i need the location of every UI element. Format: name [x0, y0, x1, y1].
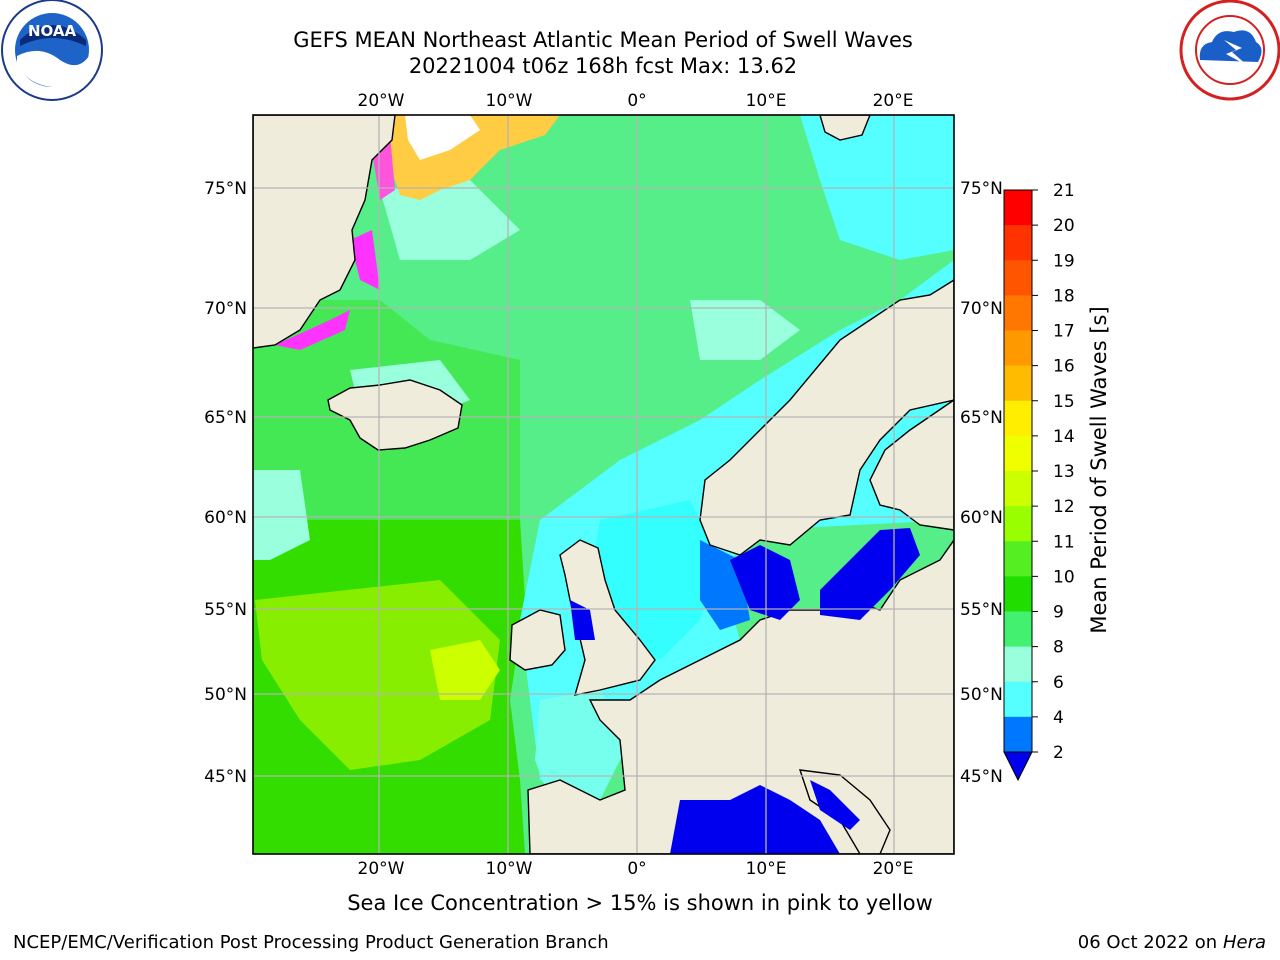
colorbar-under-triangle	[1003, 751, 1033, 782]
colorbar-segment	[1004, 365, 1032, 402]
colorbar-tick-label: 19	[1053, 251, 1075, 271]
lat-ticks-left: 75°N 70°N 65°N 60°N 55°N 50°N 45°N	[204, 179, 247, 787]
colorbar-tick-label: 10	[1053, 567, 1075, 587]
colorbar-tick-label: 15	[1053, 392, 1075, 412]
colorbar-tick-label: 9	[1053, 603, 1064, 623]
footer-credit: NCEP/EMC/Verification Post Processing Pr…	[13, 932, 609, 953]
colorbar-tick-label: 2	[1053, 743, 1064, 763]
lat-tick-right: 50°N	[960, 685, 1003, 705]
colorbar-segment	[1004, 646, 1032, 683]
colorbar-label: Mean Period of Swell Waves [s]	[1087, 306, 1111, 633]
colorbar-segment	[1004, 330, 1032, 367]
colorbar-tick-label: 14	[1053, 427, 1075, 447]
colorbar-tick-label: 16	[1053, 357, 1075, 377]
lat-tick-left: 55°N	[204, 600, 247, 620]
lat-tick-right: 75°N	[960, 179, 1003, 199]
lat-tick-right: 65°N	[960, 408, 1003, 428]
colorbar-segment	[1004, 225, 1032, 261]
colorbar-segment	[1004, 506, 1032, 542]
lon-tick-bottom: 20°W	[358, 859, 405, 879]
lon-ticks-bottom: 20°W 10°W 0° 10°E 20°E	[358, 859, 914, 879]
low-period-seas	[570, 528, 920, 854]
colorbar-segment	[1004, 400, 1032, 437]
lon-tick-top: 20°E	[873, 91, 914, 111]
lat-tick-left: 65°N	[204, 408, 247, 428]
colorbar-tick-label: 6	[1053, 673, 1064, 693]
map-gridlines	[253, 115, 954, 854]
colorbar-segment	[1004, 190, 1032, 226]
colorbar-tick-label: 12	[1053, 497, 1075, 517]
colorbar-tick-label: 21	[1053, 181, 1075, 201]
chart-subtitle: 20221004 t06z 168h fcst Max: 13.62	[408, 54, 798, 78]
lon-tick-top: 10°W	[486, 91, 533, 111]
colorbar-tick-label: 8	[1053, 638, 1064, 658]
colorbar-segment	[1004, 260, 1032, 296]
lat-tick-right: 70°N	[960, 299, 1003, 319]
colorbar-segment	[1004, 435, 1032, 472]
lon-tick-top: 10°E	[746, 91, 787, 111]
sea-ice-caption: Sea Ice Concentration > 15% is shown in …	[347, 891, 933, 915]
lat-tick-right: 45°N	[960, 767, 1003, 787]
colorbar-tick-label: 11	[1053, 532, 1075, 552]
chart-title: GEFS MEAN Northeast Atlantic Mean Period…	[293, 28, 913, 52]
colorbar-segment	[1004, 295, 1032, 331]
lon-tick-top: 0°	[627, 91, 646, 111]
lat-tick-left: 60°N	[204, 508, 247, 528]
lon-tick-bottom: 10°E	[746, 859, 787, 879]
colorbar-tick-label: 18	[1053, 286, 1075, 306]
footer-date: 06 Oct 2022 on Hera	[1078, 932, 1266, 953]
colorbar-segment	[1004, 611, 1032, 648]
lat-ticks-right: 75°N 70°N 65°N 60°N 55°N 50°N 45°N	[960, 179, 1003, 787]
colorbar: 21 20 19 18 17 16 15 14 13 12 11 10 9 8 6 4 2	[1003, 181, 1075, 782]
lon-ticks-top: 20°W 10°W 0° 10°E 20°E	[358, 91, 914, 111]
nws-logo	[1179, 0, 1280, 101]
colorbar-tick-label: 4	[1053, 708, 1064, 728]
noaa-logo: NOAA	[1, 0, 103, 101]
footer-date-text: 06 Oct 2022 on	[1077, 932, 1218, 953]
colorbar-segment	[1004, 541, 1032, 577]
lon-tick-bottom: 0°	[627, 859, 646, 879]
lat-tick-left: 75°N	[204, 179, 247, 199]
colorbar-segment	[1004, 576, 1032, 612]
lon-tick-bottom: 20°E	[873, 859, 914, 879]
noaa-logo-text: NOAA	[28, 22, 77, 40]
colorbar-tick-label: 17	[1053, 322, 1075, 342]
map-frame	[252, 114, 955, 855]
lon-tick-top: 20°W	[358, 91, 405, 111]
colorbar-segment	[1004, 716, 1032, 752]
footer-host: Hera	[1222, 932, 1266, 953]
colorbar-segment	[1004, 681, 1032, 718]
lat-tick-right: 60°N	[960, 508, 1003, 528]
lat-tick-left: 45°N	[204, 767, 247, 787]
lat-tick-left: 50°N	[204, 685, 247, 705]
colorbar-tick-label: 20	[1053, 216, 1075, 236]
lon-tick-bottom: 10°W	[486, 859, 533, 879]
colorbar-tick-label: 13	[1053, 462, 1075, 482]
lat-tick-left: 70°N	[204, 299, 247, 319]
lat-tick-right: 55°N	[960, 600, 1003, 620]
colorbar-segment	[1004, 471, 1032, 507]
